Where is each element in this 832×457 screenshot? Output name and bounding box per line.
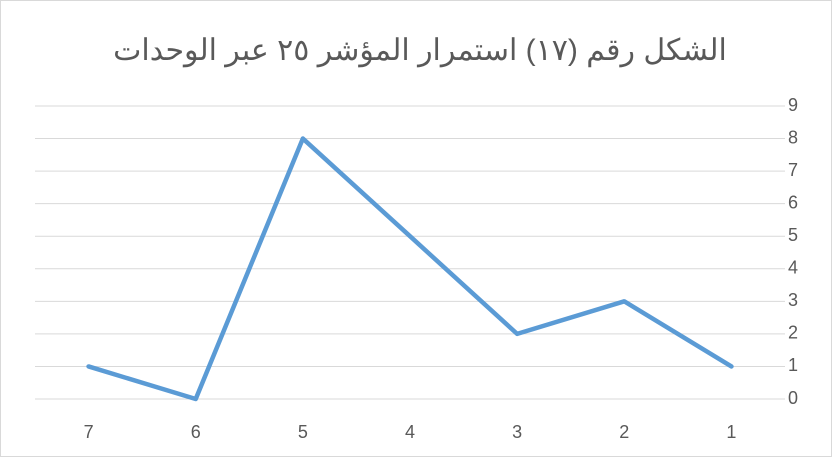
y-tick-label: 6 [788,192,798,212]
x-tick-label: 7 [84,422,94,442]
y-tick-label: 2 [788,323,798,343]
y-tick-label: 8 [788,127,798,147]
x-tick-label: 3 [512,422,522,442]
x-tick-label: 4 [405,422,415,442]
y-tick-label: 9 [788,95,798,115]
y-tick-label: 3 [788,290,798,310]
x-tick-label: 2 [619,422,629,442]
y-tick-label: 4 [788,258,798,278]
y-tick-label: 7 [788,160,798,180]
chart-title: الشكل رقم (١٧) استمرار المؤشر ٢٥ عبر الو… [113,34,727,68]
x-tick-label: 1 [726,422,736,442]
x-tick-label: 5 [298,422,308,442]
y-tick-label: 5 [788,225,798,245]
y-tick-label: 1 [788,355,798,375]
data-line [86,136,734,402]
x-tick-label: 6 [191,422,201,442]
y-tick-label: 0 [788,388,798,408]
